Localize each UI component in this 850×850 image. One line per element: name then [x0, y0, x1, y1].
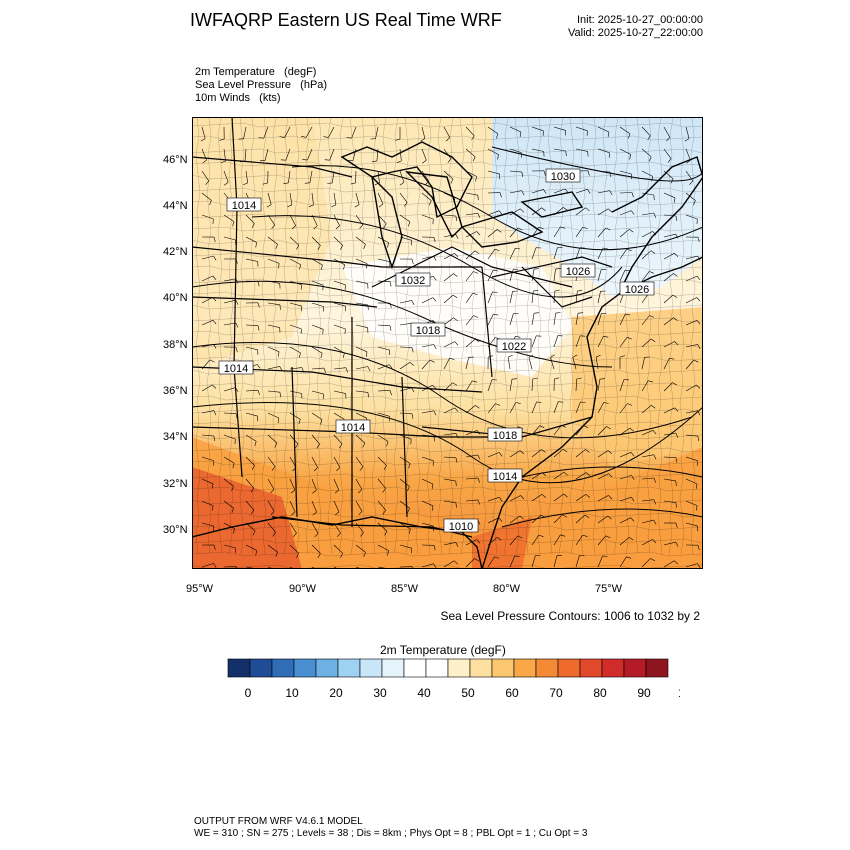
wind-barbs — [200, 126, 701, 569]
colorbar-label: 0 — [245, 686, 252, 700]
colorbar-label: 20 — [329, 686, 343, 700]
lon-tick: 85°W — [391, 583, 419, 595]
colorbar-swatch — [425, 658, 449, 678]
colorbar-swatch — [381, 658, 405, 678]
colorbar-swatch — [469, 658, 493, 678]
colorbar-label: 70 — [549, 686, 563, 700]
footer-line-2: WE = 310 ; SN = 275 ; Levels = 38 ; Dis … — [194, 828, 588, 839]
coastlines — [192, 141, 703, 569]
lat-tick: 34°N — [163, 431, 188, 443]
colorbar-swatch — [579, 658, 603, 678]
isobar-label: 1014 — [341, 422, 365, 434]
lon-tick: 80°W — [493, 583, 521, 595]
colorbar-swatch — [601, 658, 625, 678]
lat-tick: 46°N — [163, 154, 188, 166]
isobar-label: 1026 — [625, 284, 649, 296]
isobar-label: 1030 — [551, 171, 575, 183]
colorbar-title: 2m Temperature (degF) — [380, 643, 506, 657]
colorbar-swatch — [271, 658, 295, 678]
isobar-label: 1018 — [416, 325, 440, 337]
colorbar-swatch — [513, 658, 537, 678]
isobars — [192, 146, 703, 528]
colorbar-swatch — [491, 658, 515, 678]
isobar-label: 1014 — [232, 200, 256, 212]
lat-tick: 42°N — [163, 246, 188, 258]
field-pressure: Sea Level Pressure (hPa) — [195, 79, 328, 91]
colorbar-swatch — [403, 658, 427, 678]
lat-tick: 30°N — [163, 524, 188, 536]
temperature-field — [192, 117, 703, 569]
lat-tick: 44°N — [163, 200, 188, 212]
colorbar-label: 100 — [678, 686, 680, 700]
colorbar-swatch — [249, 658, 273, 678]
contour-note: Sea Level Pressure Contours: 1006 to 103… — [440, 609, 701, 623]
colorbar-label: 40 — [417, 686, 431, 700]
colorbar-swatch — [337, 658, 361, 678]
isobar-label-group: 1030 1014 1032 1026 1026 1018 1022 1014 … — [218, 168, 655, 533]
model-footer: OUTPUT FROM WRF V4.6.1 MODEL WE = 310 ; … — [194, 816, 587, 840]
isobar-label: 1026 — [566, 266, 590, 278]
isobar-label: 1032 — [401, 275, 425, 287]
init-time: Init: 2025-10-27_00:00:00 — [577, 14, 703, 26]
colorbar-swatch — [645, 658, 669, 678]
colorbar-swatch — [227, 658, 251, 678]
field-temperature: 2m Temperature (degF) — [195, 66, 317, 78]
colorbar-swatch — [293, 658, 317, 678]
lon-tick: 75°W — [595, 583, 623, 595]
colorbar-swatch — [535, 658, 559, 678]
colorbar-label: 30 — [373, 686, 387, 700]
lat-tick: 36°N — [163, 385, 188, 397]
colorbar-swatch — [447, 658, 471, 678]
isobar-label: 1014 — [224, 363, 248, 375]
lon-tick: 90°W — [289, 583, 317, 595]
field-winds: 10m Winds (kts) — [195, 92, 281, 104]
colorbar-label: 60 — [505, 686, 519, 700]
isobar-label: 1010 — [449, 521, 473, 533]
isobar-label: 1014 — [493, 471, 517, 483]
valid-time: Valid: 2025-10-27_22:00:00 — [568, 27, 703, 39]
isobar-label: 1022 — [502, 341, 526, 353]
colorbar-swatch — [557, 658, 581, 678]
colorbar: 0 10 20 30 40 50 60 70 80 90 100 — [227, 658, 680, 700]
time-info: Init: 2025-10-27_00:00:00 Valid: 2025-10… — [568, 14, 703, 40]
colorbar-label: 10 — [285, 686, 299, 700]
colorbar-label: 50 — [461, 686, 475, 700]
weather-map: 1030 1014 1032 1026 1026 1018 1022 1014 … — [192, 117, 703, 569]
map-frame — [192, 117, 703, 569]
colorbar-label: 80 — [593, 686, 607, 700]
footer-line-1: OUTPUT FROM WRF V4.6.1 MODEL — [194, 816, 363, 827]
colorbar-swatch — [359, 658, 383, 678]
lat-tick: 38°N — [163, 339, 188, 351]
lat-tick: 32°N — [163, 478, 188, 490]
lon-tick: 95°W — [186, 583, 214, 595]
colorbar-swatch — [623, 658, 647, 678]
isobar-label: 1018 — [493, 430, 517, 442]
colorbar-label: 90 — [637, 686, 651, 700]
colorbar-swatch — [315, 658, 339, 678]
map-title: IWFAQRP Eastern US Real Time WRF — [190, 10, 502, 30]
field-list: 2m Temperature (degF) Sea Level Pressure… — [195, 66, 327, 105]
lat-tick: 40°N — [163, 292, 188, 304]
